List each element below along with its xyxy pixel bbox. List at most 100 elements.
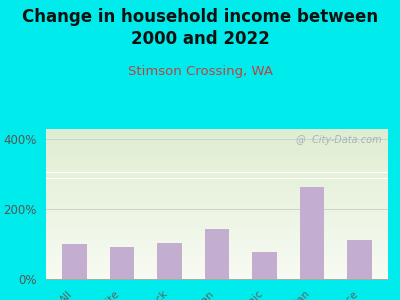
Bar [46,230,388,231]
Bar [46,272,388,273]
Bar [46,129,388,130]
Bar [46,259,388,260]
Bar [46,190,388,191]
Bar [46,178,388,179]
Bar [46,135,388,136]
Bar [46,227,388,228]
Bar [46,180,388,181]
Bar [46,273,388,274]
Bar [46,271,388,272]
Bar [46,234,388,235]
Bar [46,186,388,187]
Bar [46,274,388,275]
Bar [46,187,388,188]
Bar [46,173,388,174]
Bar [46,202,388,203]
Bar [46,255,388,256]
Bar [46,249,388,250]
Bar [46,278,388,279]
Bar [62,244,87,279]
Bar [46,163,388,164]
Bar [46,166,388,167]
Bar [46,264,388,265]
Bar [46,258,388,259]
Bar [46,170,388,171]
Bar [46,130,388,131]
Bar [300,187,324,279]
Bar [46,154,388,155]
Bar [46,198,388,199]
Bar [46,177,388,178]
Bar [46,160,388,161]
Bar [46,209,388,210]
Text: @  City-Data.com: @ City-Data.com [296,135,381,145]
Bar [46,136,388,137]
Bar [46,237,388,238]
Bar [46,241,388,242]
Bar [46,252,388,253]
Bar [46,261,388,262]
Bar [46,242,388,243]
Bar [46,148,388,149]
Bar [46,185,388,186]
Bar [46,157,388,158]
Bar [46,275,388,276]
Bar [46,204,388,205]
Bar [46,155,388,156]
Bar [46,162,388,163]
Bar [46,138,388,139]
Bar [46,167,388,168]
Bar [46,262,388,263]
Bar [46,268,388,269]
Bar [46,192,388,193]
Bar [46,146,388,147]
Bar [46,161,388,162]
Bar [46,139,388,140]
Bar [46,270,388,271]
Bar [46,168,388,169]
Bar [46,277,388,278]
Bar [46,137,388,138]
Bar [46,169,388,170]
Bar [46,218,388,219]
Bar [46,140,388,141]
Bar [46,243,388,244]
Bar [46,263,388,264]
Bar [46,171,388,172]
Bar [46,224,388,225]
Bar [205,229,229,279]
Bar [46,176,388,177]
Bar [46,144,388,145]
Bar [46,212,388,213]
Bar [46,236,388,237]
Bar [46,150,388,151]
Bar [46,143,388,144]
Bar [46,194,388,195]
Bar [46,229,388,230]
Bar [46,267,388,268]
Bar [46,238,388,239]
Bar [46,151,388,152]
Bar [46,202,388,203]
Text: Change in household income between
2000 and 2022: Change in household income between 2000 … [22,8,378,48]
Bar [46,240,388,241]
Bar [46,238,388,239]
Bar [46,134,388,135]
Bar [46,142,388,143]
Bar [46,247,388,248]
Bar [46,149,388,150]
Bar [46,260,388,261]
Bar [46,189,388,190]
Bar [46,193,388,194]
Bar [110,247,134,279]
Text: Stimson Crossing, WA: Stimson Crossing, WA [128,64,272,77]
Bar [46,266,388,267]
Bar [46,152,388,153]
Bar [46,207,388,208]
Bar [46,228,388,229]
Bar [46,210,388,211]
Bar [46,160,388,161]
Bar [46,257,388,258]
Bar [46,159,388,160]
Bar [46,200,388,201]
